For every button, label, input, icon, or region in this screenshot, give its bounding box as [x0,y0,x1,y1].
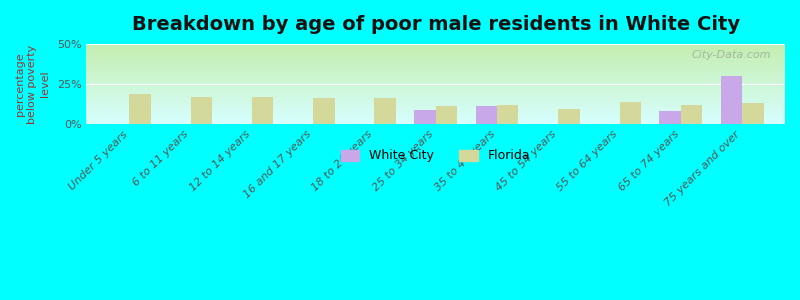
Bar [252,97,274,124]
Bar [414,110,436,124]
Y-axis label: percentage
below poverty
level: percentage below poverty level [15,44,50,124]
Bar [558,109,580,124]
Bar [313,98,334,124]
Bar [681,105,702,124]
Bar [436,106,457,124]
Bar [374,98,396,124]
Bar [130,94,150,124]
Legend: White City, Florida: White City, Florida [336,145,536,167]
Bar [475,106,497,124]
Bar [742,103,763,124]
Bar [190,97,212,124]
Bar [721,76,742,124]
Bar [659,111,681,124]
Title: Breakdown by age of poor male residents in White City: Breakdown by age of poor male residents … [132,15,740,34]
Bar [619,102,641,124]
Text: City-Data.com: City-Data.com [691,50,771,60]
Bar [497,105,518,124]
